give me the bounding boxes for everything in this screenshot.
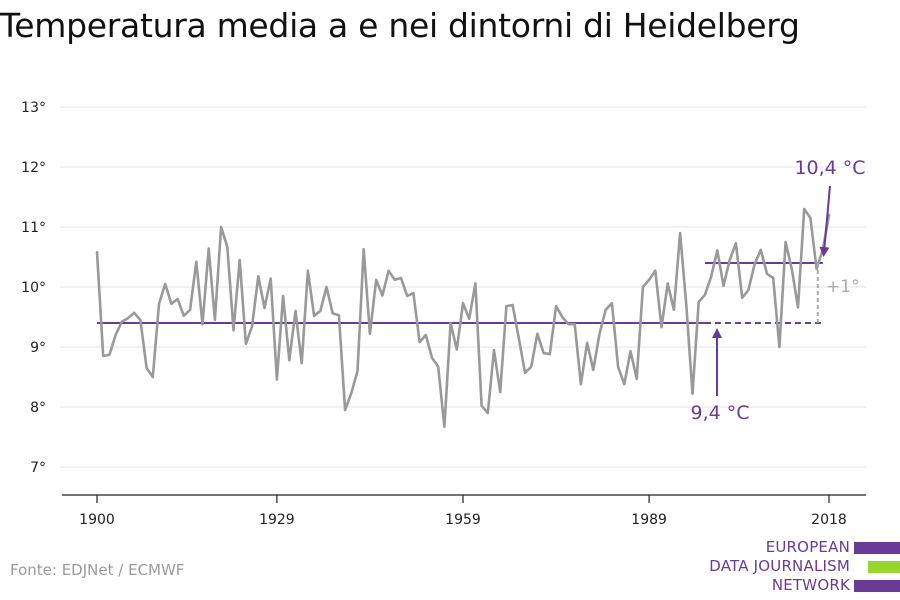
logo-bar-3: [854, 580, 900, 592]
logo-line-1: EUROPEAN: [765, 538, 850, 556]
x-axis: 1900 1929 1959 1989 2018: [62, 494, 866, 528]
low-baseline-label: 9,4 °C: [690, 402, 749, 424]
annotations: +1° 9,4 °C 10,4 °C: [690, 157, 865, 424]
y-tick-label: 11°: [21, 220, 46, 236]
series-layer: [95, 207, 831, 429]
high-baseline-label: 10,4 °C: [794, 157, 865, 179]
logo-line-3: NETWORK: [771, 576, 850, 594]
arrow-high-baseline: [819, 185, 831, 257]
y-tick-label: 13°: [21, 100, 46, 116]
x-tick-label: 1900: [79, 512, 115, 528]
difference-label: +1°: [826, 277, 860, 297]
y-tick-label: 7°: [30, 460, 46, 476]
x-tick-label: 1959: [445, 512, 481, 528]
y-axis: 7° 8° 9° 10° 11° 12° 13°: [21, 100, 46, 476]
logo-line-2: DATA JOURNALISM: [709, 557, 850, 575]
x-tick-label: 1989: [631, 512, 667, 528]
y-tick-label: 8°: [30, 400, 46, 416]
edjnet-logo: EUROPEAN DATA JOURNALISM NETWORK: [700, 538, 900, 598]
x-tick-label: 2018: [811, 512, 847, 528]
x-tick-label: 1929: [259, 512, 295, 528]
y-tick-label: 10°: [21, 280, 46, 296]
chart-title: Temperatura media a e nei dintorni di He…: [0, 6, 800, 45]
logo-bar-2: [868, 561, 900, 573]
logo-bar-1: [854, 542, 900, 554]
temperature-series-line: [95, 207, 831, 429]
y-tick-label: 12°: [21, 160, 46, 176]
y-tick-label: 9°: [30, 340, 46, 356]
source-note: Fonte: EDJNet / ECMWF: [10, 561, 185, 579]
